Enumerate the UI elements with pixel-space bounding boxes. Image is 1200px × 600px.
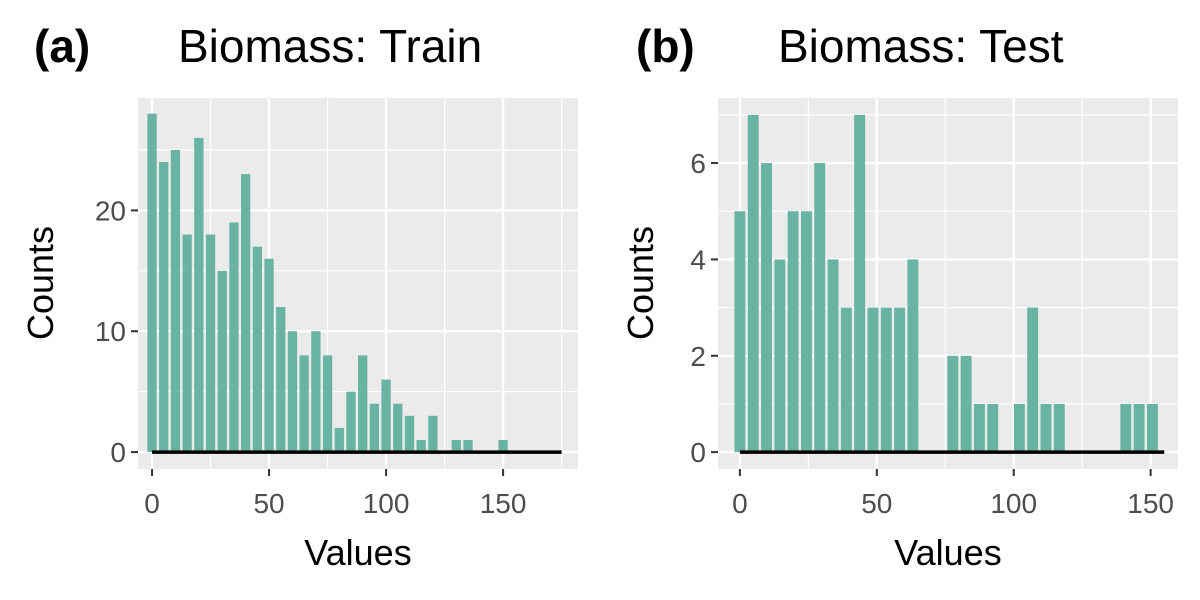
panel-a-bar [463, 439, 473, 453]
panel-a-bar [170, 149, 181, 453]
panel-a-title: Biomass: Train [178, 20, 482, 72]
panel-b-bars [734, 114, 1158, 453]
panel-b-bar [1040, 403, 1052, 453]
panel-a-x-axis-title: Values [304, 532, 411, 573]
panel-b-bar [814, 163, 826, 453]
panel-a-bar [287, 331, 298, 453]
panel-b-bar [800, 211, 812, 453]
panel-a-bars [147, 113, 508, 453]
panel-b-bar [947, 355, 959, 453]
panel-a-bar [276, 307, 286, 453]
panel-a-bar [428, 415, 438, 453]
panel-b-bar [880, 307, 892, 453]
panel-a-y-tick-label: 20 [95, 195, 126, 226]
panel-a-bar [159, 162, 169, 453]
panel-a-bar [346, 391, 356, 453]
panel-a-bar [416, 439, 426, 453]
panel-b-x-tick-label: 0 [732, 488, 748, 519]
panel-b-bar [747, 114, 759, 453]
panel-b-y-axis: 0 2 4 6 [690, 148, 718, 468]
panel-a-bar [205, 234, 216, 453]
panel-a-bar [194, 137, 204, 453]
panel-a-bar [241, 174, 251, 453]
panel-b-x-tick-label: 50 [861, 488, 892, 519]
panel-a-bar [311, 331, 321, 453]
panel-b-bar [1027, 307, 1039, 453]
panel-a-bar [182, 234, 192, 453]
panel-b-bar [960, 355, 972, 453]
panel-a-bar [381, 379, 391, 453]
panel-a-y-axis-title: Counts [20, 226, 61, 340]
panel-a-bar [217, 270, 227, 453]
panel-b-x-tick-label: 100 [990, 488, 1037, 519]
panel-b-bar [1146, 403, 1158, 453]
panel-a-bar [252, 246, 263, 453]
panel-a-plot-background [138, 98, 578, 469]
panel-a-bar [451, 439, 461, 453]
panel-b-y-tick-label: 6 [690, 148, 706, 179]
panel-b-bar [787, 211, 799, 453]
panel-b-title: Biomass: Test [778, 20, 1064, 72]
panel-a-bar [404, 415, 415, 453]
panel-a-bar [393, 403, 403, 453]
panel-b-bar [973, 403, 985, 453]
panel-a-x-tick-label: 0 [144, 488, 160, 519]
panel-a: (a) Biomass: Train 0 50 100 150 0 10 20 Value… [20, 20, 578, 573]
panel-b-y-tick-label: 0 [690, 437, 706, 468]
panel-b-x-tick-label: 150 [1127, 488, 1174, 519]
panel-b-bar [734, 211, 746, 453]
panel-a-bar [229, 222, 239, 453]
panel-b-bar [761, 163, 772, 453]
panel-b-y-tick-label: 2 [690, 341, 706, 372]
panel-a-x-axis: 0 50 100 150 [144, 469, 526, 519]
panel-b-bar [854, 114, 866, 453]
panel-a-bar [322, 355, 333, 453]
panel-b-bar [1120, 403, 1132, 453]
panel-a-x-tick-label: 150 [480, 488, 527, 519]
panel-a-x-tick-label: 100 [363, 488, 410, 519]
panel-b-bar [1133, 403, 1145, 453]
panel-a-y-axis: 0 10 20 [95, 195, 138, 468]
panel-b-bar [827, 259, 839, 453]
panel-b-bar [867, 307, 879, 453]
panel-b-x-axis-title: Values [894, 532, 1001, 573]
panel-b-tag: (b) [636, 20, 695, 72]
panel-a-bar [147, 113, 157, 453]
panel-b-bar [987, 403, 999, 453]
panel-b-x-axis: 0 50 100 150 [732, 469, 1174, 519]
panel-a-bar [299, 355, 309, 453]
panel-a-bar [369, 403, 380, 453]
panel-b-y-axis-title: Counts [620, 226, 661, 340]
panel-a-tag: (a) [34, 20, 90, 72]
panel-b-bar [774, 259, 786, 453]
panel-b-y-tick-label: 4 [690, 244, 706, 275]
panel-a-bar [498, 439, 508, 453]
panel-b-bar [1053, 403, 1065, 453]
panel-a-bar [358, 355, 368, 453]
panel-a-y-tick-label: 0 [110, 437, 126, 468]
panel-a-bar [264, 258, 274, 453]
panel-b-bar [894, 307, 906, 453]
panel-a-y-tick-label: 10 [95, 316, 126, 347]
panel-b-bar [1013, 403, 1025, 453]
panel-b-bar [907, 259, 919, 453]
panel-a-bar [334, 427, 344, 453]
panel-b-bar [840, 307, 852, 453]
panel-a-x-tick-label: 50 [253, 488, 284, 519]
